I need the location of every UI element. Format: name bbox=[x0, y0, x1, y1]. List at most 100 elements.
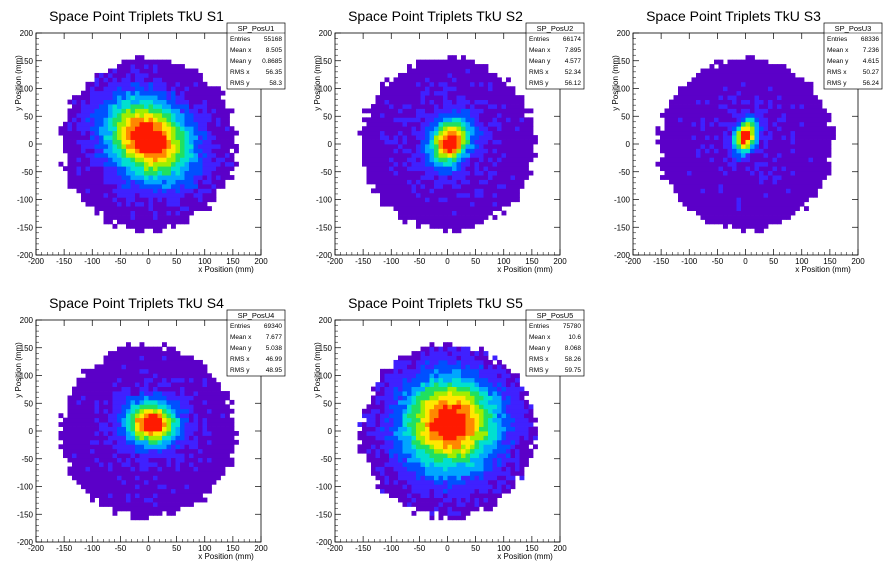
heatmap-cell bbox=[696, 175, 701, 180]
heatmap-cell bbox=[479, 201, 484, 207]
heatmap-cell bbox=[90, 126, 95, 132]
heatmap-cell bbox=[117, 395, 122, 401]
heatmap-cell bbox=[799, 144, 805, 149]
heatmap-cell bbox=[447, 126, 453, 132]
heatmap-cell bbox=[452, 228, 457, 234]
heatmap-cell bbox=[144, 475, 149, 481]
heatmap-cell bbox=[67, 431, 73, 436]
heatmap-cell bbox=[162, 206, 167, 211]
heatmap-cell bbox=[781, 157, 787, 163]
heatmap-cell bbox=[786, 81, 791, 87]
heatmap-cell bbox=[750, 108, 755, 114]
heatmap-cell bbox=[700, 86, 706, 92]
heatmap-cell bbox=[524, 144, 529, 149]
heatmap-cell bbox=[189, 77, 194, 83]
heatmap-cell bbox=[393, 112, 399, 118]
heatmap-cell bbox=[184, 206, 190, 211]
heatmap-cell bbox=[786, 166, 791, 172]
heatmap-cell bbox=[117, 399, 122, 405]
heatmap-cell bbox=[121, 391, 127, 396]
heatmap-cell bbox=[465, 68, 471, 74]
heatmap-cell bbox=[398, 170, 403, 176]
heatmap-cell bbox=[425, 192, 430, 198]
heatmap-cell bbox=[148, 201, 154, 207]
heatmap-cell bbox=[817, 108, 823, 114]
heatmap-cell bbox=[162, 373, 167, 379]
heatmap-cell bbox=[193, 462, 199, 467]
heatmap-cell bbox=[157, 135, 163, 140]
heatmap-cell bbox=[510, 104, 516, 109]
heatmap-cell bbox=[121, 72, 127, 78]
heatmap-cell bbox=[407, 72, 412, 78]
heatmap-cell bbox=[126, 391, 131, 396]
heatmap-cell bbox=[76, 152, 82, 158]
heatmap-cell bbox=[384, 121, 390, 127]
heatmap-cell bbox=[736, 135, 742, 140]
heatmap-cell bbox=[736, 86, 742, 92]
heatmap-cell bbox=[126, 108, 131, 114]
heatmap-cell bbox=[456, 86, 462, 92]
heatmap-cell bbox=[808, 148, 814, 154]
heatmap-cell bbox=[398, 95, 403, 100]
heatmap-cell bbox=[216, 139, 221, 145]
heatmap-cell bbox=[691, 112, 697, 118]
heatmap-cell bbox=[184, 130, 190, 136]
heatmap-cell bbox=[777, 144, 782, 149]
heatmap-cell bbox=[407, 64, 412, 69]
heatmap-cell bbox=[157, 439, 163, 445]
heatmap-cell bbox=[673, 99, 679, 105]
heatmap-cell bbox=[750, 72, 755, 78]
heatmap-cell bbox=[474, 130, 480, 136]
heatmap-cell bbox=[407, 161, 412, 167]
heatmap-cell bbox=[456, 99, 462, 105]
heatmap-cell bbox=[193, 435, 199, 441]
heatmap-cell bbox=[139, 81, 145, 87]
heatmap-cell bbox=[148, 510, 154, 516]
heatmap-cell bbox=[777, 95, 782, 100]
heatmap-cell bbox=[772, 166, 778, 172]
heatmap-cell bbox=[416, 192, 421, 198]
heatmap-cell bbox=[754, 192, 760, 198]
heatmap-cell bbox=[108, 219, 113, 225]
heatmap-cell bbox=[790, 148, 796, 154]
heatmap-cell bbox=[452, 86, 457, 92]
heatmap-cell bbox=[741, 90, 746, 96]
heatmap-cell bbox=[126, 72, 131, 78]
heatmap-cell bbox=[691, 121, 697, 127]
heatmap-cell bbox=[754, 108, 760, 114]
heatmap-cell bbox=[438, 86, 444, 92]
heatmap-cell bbox=[216, 179, 221, 185]
heatmap-cell bbox=[94, 413, 100, 419]
heatmap-cell bbox=[94, 148, 100, 154]
heatmap-cell bbox=[162, 431, 167, 436]
heatmap-cell bbox=[389, 175, 394, 180]
heatmap-cell bbox=[429, 112, 435, 118]
heatmap-cell bbox=[162, 448, 167, 454]
heatmap-cell bbox=[153, 475, 158, 481]
heatmap-cell bbox=[126, 77, 131, 83]
heatmap-cell bbox=[452, 77, 457, 83]
heatmap-cell bbox=[790, 197, 796, 203]
heatmap-cell bbox=[434, 175, 439, 180]
heatmap-cell bbox=[175, 502, 181, 507]
heatmap-cell bbox=[470, 130, 475, 136]
heatmap-cell bbox=[184, 386, 190, 392]
heatmap-cell bbox=[184, 488, 190, 494]
heatmap-cell bbox=[456, 130, 462, 136]
heatmap-cell bbox=[718, 68, 724, 74]
heatmap-cell bbox=[166, 126, 172, 132]
heatmap-cell bbox=[112, 479, 118, 485]
heatmap-cell bbox=[479, 179, 484, 185]
heatmap-cell bbox=[103, 391, 109, 396]
heatmap-cell bbox=[166, 210, 172, 216]
x-tick-label: 200 bbox=[254, 257, 268, 266]
stats-label-mean-x: Mean x bbox=[827, 47, 849, 54]
heatmap-cell bbox=[148, 68, 154, 74]
heatmap-cell bbox=[117, 426, 122, 432]
heatmap-cell bbox=[121, 81, 127, 87]
heatmap-cell bbox=[193, 453, 199, 459]
heatmap-cell bbox=[153, 413, 158, 419]
heatmap-cell bbox=[727, 192, 733, 198]
heatmap-cell bbox=[153, 359, 158, 365]
heatmap-cell bbox=[121, 170, 127, 176]
